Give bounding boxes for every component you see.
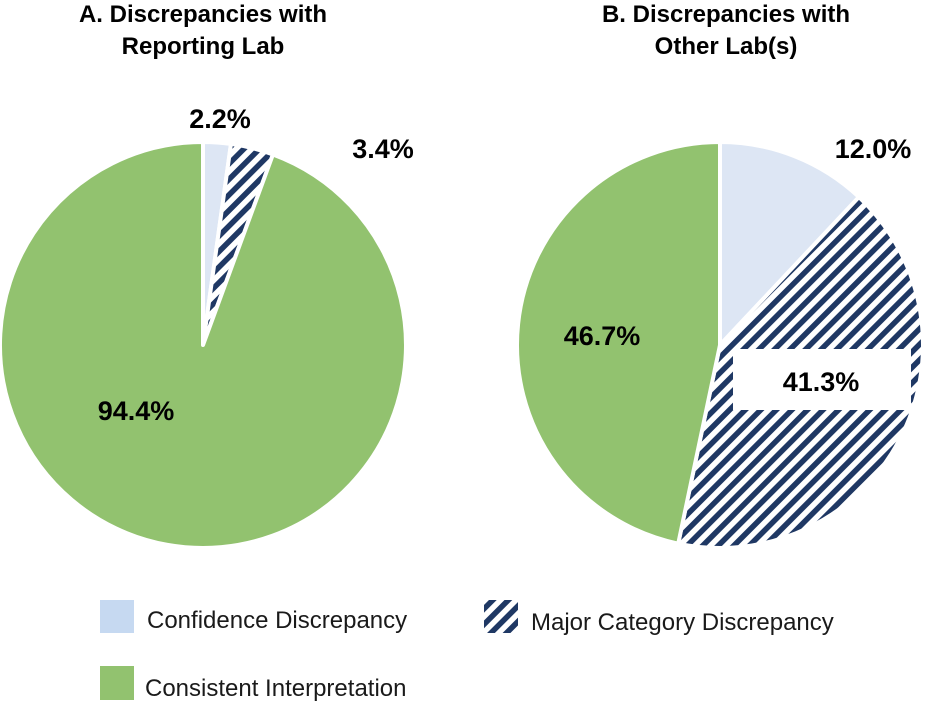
chart-a: A. Discrepancies with Reporting Lab 2.2%…	[0, 1, 414, 550]
chart-a-slices	[0, 140, 408, 550]
chart-b-title-line-1: B. Discrepancies with	[602, 1, 850, 28]
legend: Confidence Discrepancy Major Category Di…	[100, 600, 834, 702]
legend-label-consistent: Consistent Interpretation	[145, 675, 406, 702]
legend-label-major: Major Category Discrepancy	[531, 609, 834, 636]
legend-label-confidence: Confidence Discrepancy	[147, 607, 407, 634]
chart-b-label-major-box	[733, 349, 911, 410]
legend-swatch-confidence	[100, 600, 134, 633]
chart-b-slice-confidence	[718, 140, 861, 347]
chart-b: B. Discrepancies with Other Lab(s) 12.0%…	[515, 1, 925, 550]
chart-a-label-major: 3.4%	[352, 134, 414, 164]
chart-b-label-confidence: 12.0%	[835, 134, 912, 164]
chart-b-title-line-2: Other Lab(s)	[655, 33, 798, 60]
chart-a-label-confidence: 2.2%	[189, 104, 251, 134]
chart-a-title-line-1: A. Discrepancies with	[79, 1, 327, 28]
legend-swatch-consistent	[100, 666, 134, 700]
legend-swatch-major	[484, 600, 518, 633]
chart-b-slices	[515, 140, 925, 550]
chart-b-label-consistent: 46.7%	[564, 321, 641, 351]
chart-a-title-line-2: Reporting Lab	[122, 33, 285, 60]
chart-b-label-major: 41.3%	[783, 367, 860, 397]
chart-b-slice-consistent	[515, 140, 722, 546]
chart-a-label-consistent: 94.4%	[98, 396, 175, 426]
chart-a-slice-consistent	[0, 140, 408, 550]
